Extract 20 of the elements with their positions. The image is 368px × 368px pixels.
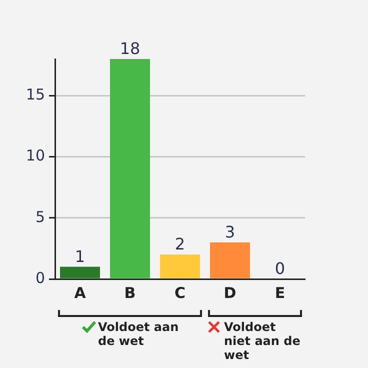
bar [60, 266, 100, 278]
text: Voldoet niet aan de wet [224, 320, 302, 362]
data-label: 0 [274, 259, 286, 278]
y-tick-label: 10 [26, 146, 45, 165]
bar [160, 254, 200, 278]
x-tick-label: D [224, 284, 236, 302]
bar [210, 242, 250, 278]
text: Voldoet aan de wet [98, 320, 180, 348]
bar [110, 59, 150, 278]
x-tick-label: E [274, 284, 286, 302]
x-tick-label: A [74, 284, 86, 302]
x-tick-label: B [124, 284, 136, 302]
data-label: 1 [74, 246, 86, 266]
y-tick-label: 0 [35, 268, 45, 287]
y-tick-label: 15 [26, 86, 45, 104]
data-label: 3 [224, 222, 236, 242]
data-label: 18 [120, 39, 140, 58]
y-tick-label: 5 [35, 208, 45, 226]
data-label: 2 [174, 234, 186, 254]
x-tick-label: C [174, 284, 186, 302]
